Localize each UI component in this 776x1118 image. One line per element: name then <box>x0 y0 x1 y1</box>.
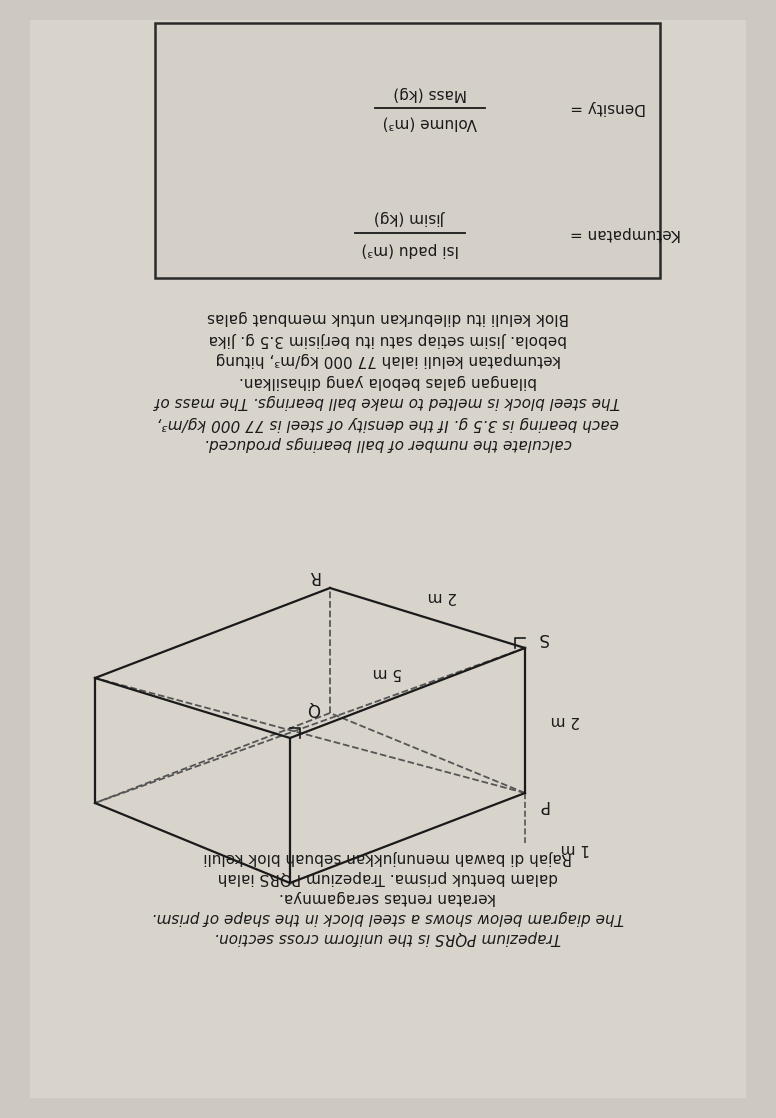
Text: 2 m: 2 m <box>550 713 580 728</box>
Text: The diagram below shows a steel block in the shape of prism.: The diagram below shows a steel block in… <box>152 910 624 926</box>
Text: Q: Q <box>307 699 320 717</box>
Text: The steel block is melted to make ball bearings. The mass of: The steel block is melted to make ball b… <box>155 395 621 409</box>
Text: bebola. Jisim setiap satu itu berjisim 3.5 g. Jika: bebola. Jisim setiap satu itu berjisim 3… <box>209 332 567 347</box>
Text: each bearing is 3.5 g. If the density of steel is 77 000 kg/m³,: each bearing is 3.5 g. If the density of… <box>157 416 619 430</box>
Text: keratan rentas seragamnya.: keratan rentas seragamnya. <box>279 891 497 906</box>
Bar <box>155 23 660 278</box>
Text: 5 m: 5 m <box>372 665 402 681</box>
Text: Mass (kg): Mass (kg) <box>393 85 467 101</box>
Text: Ketumpatan =: Ketumpatan = <box>570 226 681 240</box>
Text: R: R <box>308 567 320 585</box>
Text: Trapezium PQRS is the uniform cross section.: Trapezium PQRS is the uniform cross sect… <box>214 930 562 946</box>
Text: dalam bentuk prisma. Trapezium PQRS ialah: dalam bentuk prisma. Trapezium PQRS iala… <box>218 871 558 885</box>
Text: calculate the number of ball bearings produced.: calculate the number of ball bearings pr… <box>204 436 572 452</box>
Text: Blok keluli itu dileburkan untuk membuat galas: Blok keluli itu dileburkan untuk membuat… <box>207 311 569 325</box>
Text: ketumpatan keluli ialah 77 000 kg/m³, hitung: ketumpatan keluli ialah 77 000 kg/m³, hi… <box>215 352 561 368</box>
Text: S: S <box>538 629 549 647</box>
Text: 2 m: 2 m <box>428 588 457 604</box>
Text: Rajah di bawah menunjukkan sebuah blok keluli: Rajah di bawah menunjukkan sebuah blok k… <box>203 851 573 865</box>
Text: P: P <box>538 796 548 814</box>
Text: Jisim (kg): Jisim (kg) <box>375 210 445 226</box>
Text: 1 m: 1 m <box>560 841 590 855</box>
Text: Volume (m³): Volume (m³) <box>383 115 477 131</box>
Text: Isi padu (m³): Isi padu (m³) <box>361 243 459 257</box>
Text: Density =: Density = <box>570 101 646 115</box>
Text: bilangan galas bebola yang dihasilkan.: bilangan galas bebola yang dihasilkan. <box>239 373 537 388</box>
